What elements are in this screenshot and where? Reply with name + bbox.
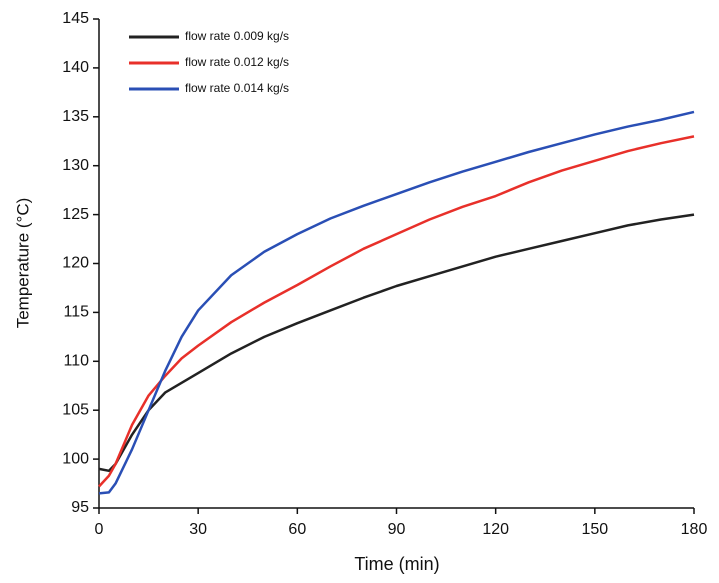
legend-label: flow rate 0.014 kg/s — [185, 81, 289, 95]
x-tick-label: 0 — [95, 521, 104, 538]
y-axis-label: Temperature (°C) — [13, 198, 32, 329]
x-tick-label: 120 — [482, 521, 509, 538]
legend-label: flow rate 0.009 kg/s — [185, 29, 289, 43]
y-tick-label: 115 — [63, 304, 89, 321]
x-tick-label: 180 — [681, 521, 708, 538]
x-tick-label: 150 — [581, 521, 608, 538]
y-tick-label: 100 — [62, 450, 89, 467]
y-tick-label: 110 — [63, 353, 89, 370]
x-tick-label: 90 — [388, 521, 406, 538]
x-axis-label: Time (min) — [354, 554, 439, 574]
y-tick-label: 140 — [62, 59, 89, 76]
legend-label: flow rate 0.012 kg/s — [185, 55, 289, 69]
y-tick-label: 120 — [62, 255, 89, 272]
series-line — [98, 213, 695, 473]
x-tick-label: 60 — [288, 521, 306, 538]
series-line — [98, 135, 695, 488]
y-tick-label: 95 — [71, 499, 89, 516]
series-line — [98, 110, 695, 495]
x-tick-label: 30 — [189, 521, 207, 538]
y-tick-label: 125 — [62, 206, 89, 223]
y-tick-label: 135 — [62, 108, 89, 125]
y-tick-label: 130 — [62, 157, 89, 174]
y-tick-label: 105 — [62, 401, 89, 418]
y-tick-label: 145 — [62, 10, 89, 27]
